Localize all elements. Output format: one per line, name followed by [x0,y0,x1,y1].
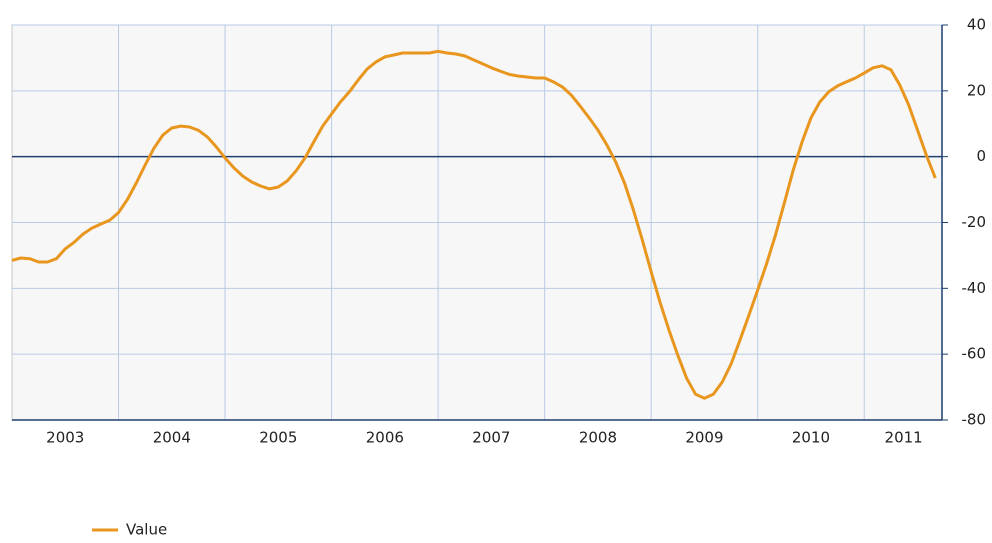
y-tick-label: 20 [967,81,986,99]
y-tick-label: -80 [962,411,987,429]
y-tick-label: -20 [962,213,987,231]
x-tick-label: 2010 [792,429,830,447]
y-tick-label: 0 [976,147,986,165]
x-tick-label: 2005 [259,429,297,447]
data-line [11,49,937,400]
x-tick-label: 2006 [366,429,404,447]
y-tick-label: 40 [967,16,986,34]
y-tick-label: -60 [962,345,987,363]
x-tick-label: 2008 [579,429,617,447]
x-tick-label: 2004 [153,429,191,447]
x-tick-label: 2003 [46,429,84,447]
x-tick-label: 2011 [885,429,923,447]
x-tick-label: 2009 [685,429,723,447]
y-tick-label: -40 [962,279,987,297]
x-tick-label: 2007 [472,429,510,447]
legend-label: Value [126,521,167,539]
